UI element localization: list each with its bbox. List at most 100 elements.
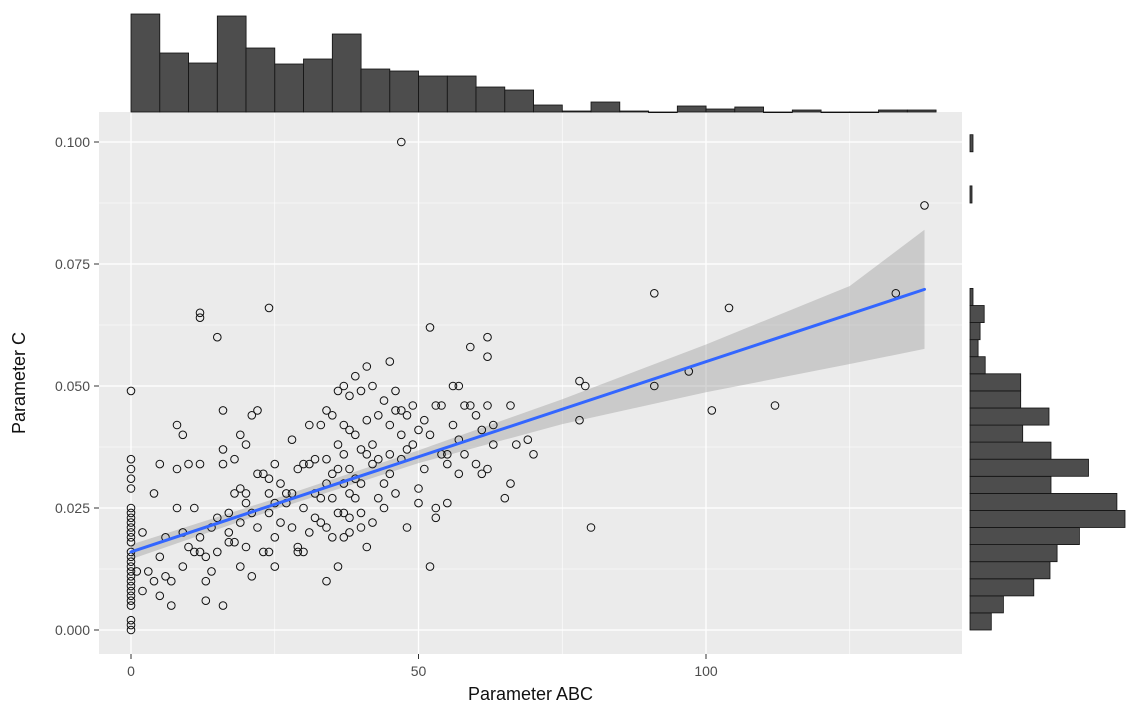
data-point	[374, 493, 383, 503]
data-point	[126, 586, 136, 596]
data-point	[253, 523, 262, 532]
data-point	[264, 303, 274, 313]
data-point	[138, 528, 147, 537]
data-point	[920, 201, 929, 210]
data-point	[161, 572, 170, 581]
data-point	[178, 562, 188, 571]
data-point	[264, 489, 274, 498]
y-histogram-bar	[969, 134, 974, 153]
data-point	[190, 503, 199, 513]
data-point	[328, 533, 337, 542]
y-histogram-bar	[969, 441, 1052, 460]
data-point	[448, 381, 458, 391]
x-histogram-bar	[906, 109, 937, 113]
x-histogram-bar	[418, 75, 448, 113]
data-point	[339, 533, 349, 542]
y-histogram-bar	[969, 509, 1126, 528]
data-point	[385, 450, 395, 459]
data-point	[345, 425, 354, 435]
data-point	[224, 508, 234, 518]
y-histogram-bar	[969, 356, 986, 375]
data-point	[213, 513, 222, 523]
data-point	[431, 513, 441, 523]
data-point	[362, 362, 372, 371]
data-point	[397, 406, 406, 415]
data-point	[201, 576, 211, 586]
data-point	[356, 445, 366, 454]
data-point	[287, 523, 297, 532]
data-point	[316, 518, 326, 527]
data-point	[425, 562, 435, 571]
data-point	[259, 469, 268, 479]
data-point	[443, 459, 452, 469]
data-point	[247, 411, 257, 420]
data-point	[374, 454, 383, 464]
y-histogram-bar	[969, 578, 1035, 597]
x-histogram-bar	[188, 62, 218, 113]
data-point	[270, 459, 280, 469]
data-point	[483, 401, 492, 410]
x-histogram-bar	[878, 109, 908, 113]
data-point	[362, 542, 372, 552]
data-point	[529, 450, 538, 459]
data-point	[126, 386, 136, 396]
data-point	[305, 528, 314, 537]
grid-lines	[99, 112, 962, 654]
data-point	[425, 323, 435, 332]
data-point	[454, 381, 464, 391]
data-point	[374, 411, 383, 420]
data-point	[362, 415, 372, 425]
data-point	[316, 420, 326, 430]
data-point	[397, 137, 406, 147]
data-point	[126, 528, 136, 537]
data-point	[402, 445, 412, 454]
data-point	[368, 518, 377, 527]
data-point	[650, 381, 659, 391]
data-point	[322, 454, 331, 464]
data-point	[345, 464, 354, 474]
data-point	[345, 528, 354, 537]
data-point	[224, 537, 234, 547]
data-point	[466, 342, 475, 352]
data-point	[345, 391, 354, 401]
data-point	[126, 484, 136, 493]
data-point	[218, 406, 228, 415]
y-histogram-bar	[969, 527, 1080, 546]
data-point	[236, 484, 245, 493]
data-point	[305, 420, 314, 430]
data-point	[253, 469, 262, 479]
data-point	[489, 420, 498, 430]
data-point	[575, 376, 584, 386]
data-point	[575, 415, 584, 425]
data-point	[126, 625, 136, 635]
data-point	[236, 430, 245, 440]
data-point	[333, 386, 343, 396]
data-point	[178, 430, 188, 440]
data-point	[483, 352, 492, 362]
x-histogram-bar	[590, 101, 621, 113]
data-point	[351, 430, 360, 440]
data-point	[218, 459, 228, 469]
data-point	[391, 406, 400, 415]
x-histogram-bar	[446, 75, 477, 113]
data-point	[351, 371, 360, 381]
x-histogram-bar	[475, 86, 506, 113]
x-histogram-bar	[130, 13, 161, 113]
y-marginal-histogram	[969, 134, 1126, 631]
data-point	[241, 498, 251, 508]
data-point	[339, 420, 349, 430]
data-point	[236, 562, 245, 571]
data-point	[126, 533, 136, 542]
data-point	[500, 493, 510, 503]
data-point	[443, 498, 452, 508]
x-histogram-bar	[331, 33, 362, 113]
axes: 0.000 0.025 0.050 0.075 0.100 0 50 100 Parameter…	[9, 134, 718, 704]
x-histogram-bar	[504, 89, 534, 113]
data-point	[339, 450, 349, 459]
data-point	[523, 435, 533, 445]
data-point	[339, 381, 349, 391]
data-point	[408, 401, 418, 410]
data-point	[132, 567, 142, 576]
data-point	[402, 411, 412, 420]
x-histogram-bar	[763, 111, 793, 114]
